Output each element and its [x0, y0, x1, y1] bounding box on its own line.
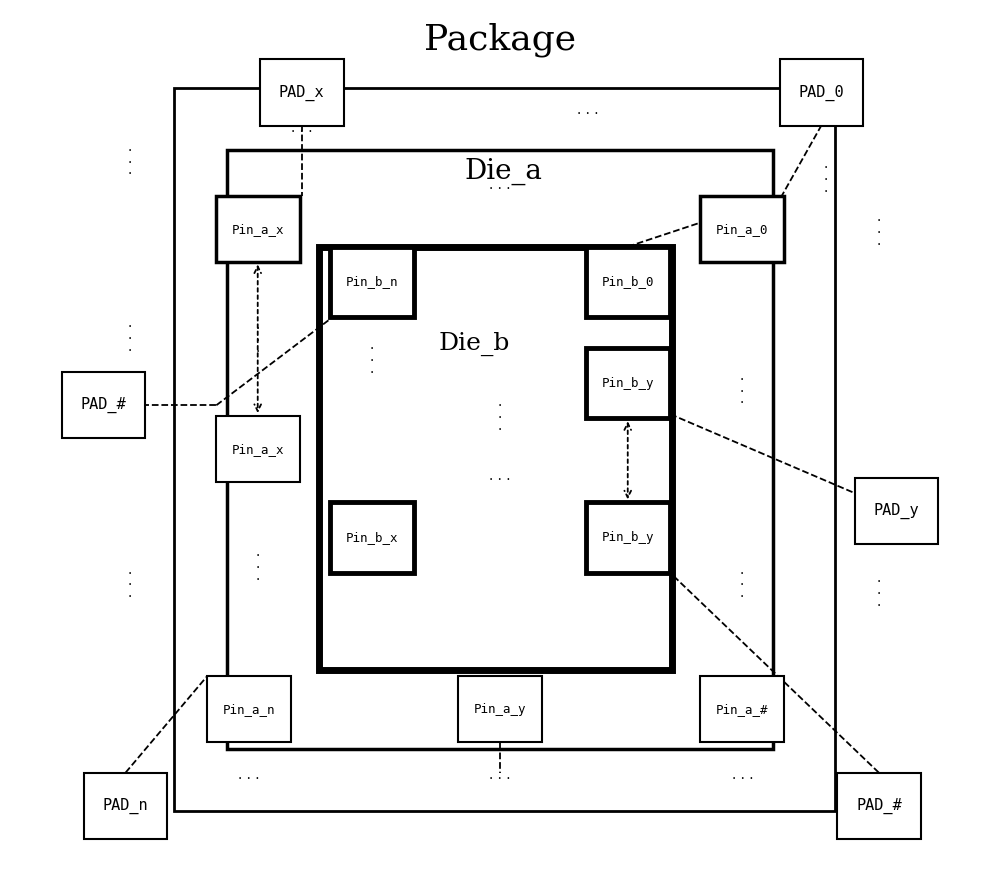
Text: .
.
.: . . . — [824, 158, 828, 195]
Text: PAD_#: PAD_# — [856, 798, 902, 814]
Text: . . .: . . . — [577, 103, 599, 117]
Text: Pin_b_x: Pin_b_x — [346, 531, 399, 544]
Bar — [700, 677, 784, 742]
Bar — [586, 247, 670, 317]
Text: . . .: . . . — [238, 768, 260, 782]
Text: . . .: . . . — [489, 469, 511, 483]
Text: .
.
.: . . . — [740, 563, 744, 600]
Bar — [174, 88, 835, 811]
Bar — [330, 502, 414, 573]
Text: Pin_a_0: Pin_a_0 — [716, 223, 769, 235]
Text: Die_a: Die_a — [465, 159, 543, 185]
Text: . . .: . . . — [489, 178, 511, 192]
Text: Pin_a_x: Pin_a_x — [231, 443, 284, 455]
Text: .
.
.: . . . — [256, 545, 260, 582]
Bar — [207, 677, 291, 742]
Text: Package: Package — [424, 22, 576, 57]
Text: . . .: . . . — [732, 768, 753, 782]
Text: . . .: . . . — [489, 768, 511, 782]
Text: PAD_n: PAD_n — [103, 798, 148, 814]
Bar — [586, 502, 670, 573]
Text: .
.
.: . . . — [256, 318, 260, 355]
Text: Die_b: Die_b — [438, 331, 510, 356]
Text: PAD_y: PAD_y — [874, 503, 919, 519]
Bar — [855, 478, 938, 544]
Text: Pin_b_y: Pin_b_y — [601, 531, 654, 544]
Text: PAD_x: PAD_x — [279, 85, 325, 100]
Bar — [586, 348, 670, 418]
Text: Pin_a_x: Pin_a_x — [231, 223, 284, 235]
Text: Pin_b_y: Pin_b_y — [601, 377, 654, 389]
Bar — [837, 774, 921, 839]
Bar — [84, 774, 167, 839]
Text: Pin_b_n: Pin_b_n — [346, 276, 399, 288]
Bar — [260, 60, 344, 126]
Text: .
.
.: . . . — [740, 369, 744, 406]
Bar — [227, 150, 773, 749]
Text: .
.
.: . . . — [128, 316, 132, 353]
Text: .
.
.: . . . — [877, 572, 881, 609]
Bar — [700, 196, 784, 263]
Text: Pin_b_0: Pin_b_0 — [601, 276, 654, 288]
Text: .
.
.: . . . — [128, 563, 132, 600]
Text: Pin_a_y: Pin_a_y — [474, 703, 526, 715]
Text: .
.
.: . . . — [128, 140, 132, 177]
Text: Pin_a_n: Pin_a_n — [223, 703, 275, 715]
Text: Pin_a_#: Pin_a_# — [716, 703, 769, 715]
Bar — [62, 372, 145, 438]
Text: PAD_0: PAD_0 — [799, 85, 844, 100]
Bar — [319, 247, 672, 670]
Text: .
.
.: . . . — [370, 338, 374, 375]
Text: .
.
.: . . . — [877, 211, 881, 248]
Text: .
.
.: . . . — [498, 396, 502, 433]
Bar — [458, 677, 542, 742]
Bar — [780, 60, 863, 126]
Text: PAD_#: PAD_# — [81, 397, 126, 413]
Bar — [330, 247, 414, 317]
Text: . . .: . . . — [291, 121, 313, 135]
Bar — [216, 417, 300, 483]
Bar — [216, 196, 300, 263]
